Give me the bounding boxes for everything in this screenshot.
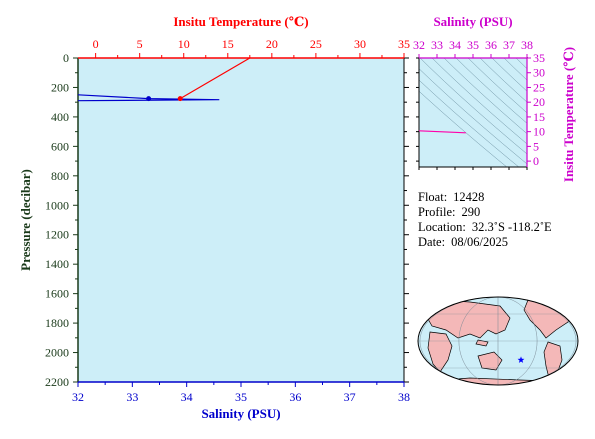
ts-temperature-tick-label: 5 [533, 139, 539, 153]
pressure-tick-label: 0 [63, 51, 69, 65]
temperature-marker [177, 96, 183, 102]
ts-contours [419, 58, 527, 167]
plot-background [78, 58, 404, 382]
ts-salinity-tick-label: 33 [431, 38, 443, 52]
profile-label: Profile: [418, 205, 456, 219]
salinity-marker [146, 96, 152, 102]
pressure-tick-label: 1200 [45, 228, 69, 242]
map-graticule [418, 297, 578, 385]
density-contour [431, 58, 527, 145]
density-contour [467, 58, 527, 114]
temperature-tick-label: 25 [310, 37, 322, 51]
temperature-tick-label: 5 [137, 37, 143, 51]
density-contour [419, 58, 527, 155]
pressure-tick-label: 2200 [45, 375, 69, 389]
ts-salinity-tick-label: 32 [413, 38, 425, 52]
density-contour [419, 79, 520, 167]
density-contour [455, 58, 527, 124]
density-contour [491, 58, 527, 92]
float-line: Float: 12428 [418, 190, 484, 205]
temperature-tick-label: 35 [398, 37, 410, 51]
pressure-tick-label: 200 [51, 80, 69, 94]
float-value: 12428 [453, 190, 485, 204]
ts-temperature-tick-label: 20 [533, 95, 545, 109]
ts-temperature-tick-label: 0 [533, 154, 539, 168]
ts-temperature-tick-label: 15 [533, 110, 545, 124]
location-label: Location: [418, 220, 466, 234]
date-label: Date: [418, 235, 446, 249]
temperature-axis-title: Insitu Temperature (℃) [173, 14, 308, 29]
density-contour [515, 58, 527, 70]
profile-value: 290 [461, 205, 481, 219]
salinity-tick-label: 38 [398, 390, 410, 404]
density-contour [443, 58, 527, 135]
graticule-meridian [419, 297, 577, 385]
salinity-tick-label: 35 [235, 390, 247, 404]
density-contour [419, 90, 508, 167]
salinity-tick-label: 32 [72, 390, 84, 404]
salinity-tick-label: 37 [344, 390, 356, 404]
density-contour [419, 68, 527, 165]
pressure-axis-title: Pressure (decibar) [18, 169, 33, 271]
pressure-tick-label: 600 [51, 139, 69, 153]
density-contour [503, 58, 527, 81]
pressure-tick-label: 1800 [45, 316, 69, 330]
ts-temperature-title: Insitu Temperature (℃) [561, 47, 576, 182]
islands-landmass [475, 339, 489, 347]
date-value: 08/06/2025 [451, 235, 509, 249]
salinity-axis-title: Salinity (PSU) [201, 406, 280, 421]
date-line: Date: 08/06/2025 [418, 235, 508, 250]
ts-temperature-tick-label: 35 [533, 51, 545, 65]
pressure-tick-label: 1400 [45, 257, 69, 271]
temperature-tick-label: 30 [354, 37, 366, 51]
profile-line: Profile: 290 [418, 205, 480, 220]
pressure-tick-label: 2000 [45, 346, 69, 360]
density-contour [479, 58, 527, 103]
ts-profile-line [418, 130, 466, 134]
pressure-tick-label: 800 [51, 169, 69, 183]
pressure-tick-label: 400 [51, 110, 69, 124]
temperature-tick-label: 20 [266, 37, 278, 51]
map-outline [417, 296, 579, 386]
float-location-star-icon [517, 356, 525, 363]
pressure-tick-label: 1600 [45, 287, 69, 301]
float-label: Float: [418, 190, 448, 204]
temperature-tick-label: 15 [222, 37, 234, 51]
ts-salinity-tick-label: 37 [503, 38, 515, 52]
ts-salinity-tick-label: 35 [467, 38, 479, 52]
pressure-tick-label: 1000 [45, 198, 69, 212]
salinity-tick-label: 36 [289, 390, 301, 404]
ts-salinity-tick-label: 36 [485, 38, 497, 52]
location-line: Location: 32.3˚S -118.2˚E [418, 220, 552, 235]
australia-landmass [477, 351, 503, 371]
temperature-tick-label: 0 [93, 37, 99, 51]
africa-landmass [427, 331, 453, 373]
temperature-profile-line [179, 57, 251, 100]
temperature-tick-label: 10 [178, 37, 190, 51]
ts-salinity-tick-label: 38 [521, 38, 533, 52]
ts-salinity-tick-label: 34 [449, 38, 461, 52]
ts-temperature-tick-label: 30 [533, 66, 545, 80]
salinity-tick-label: 33 [126, 390, 138, 404]
salinity-tick-label: 34 [181, 390, 193, 404]
ts-temperature-tick-label: 25 [533, 80, 545, 94]
ts-salinity-title: Salinity (PSU) [433, 14, 512, 29]
graticule-meridian [458, 297, 538, 385]
location-value: 32.3˚S -118.2˚E [471, 220, 552, 234]
ts-temperature-tick-label: 10 [533, 125, 545, 139]
